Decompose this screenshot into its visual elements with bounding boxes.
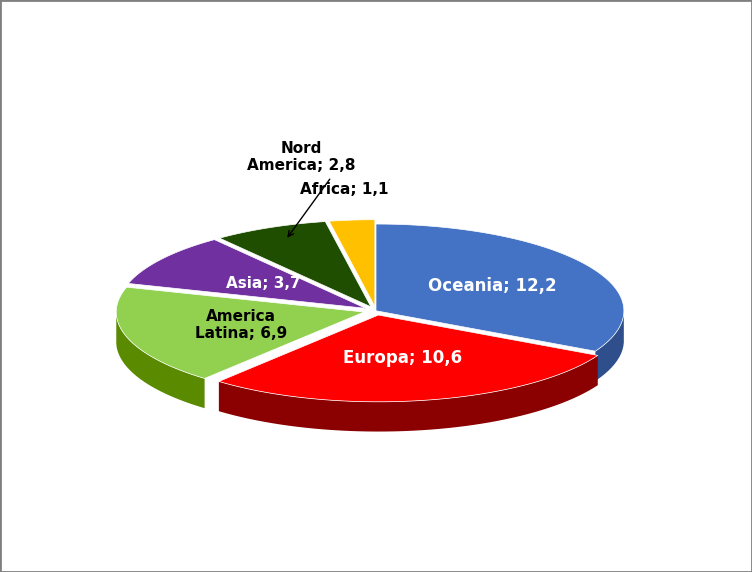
Text: Africa; 1,1: Africa; 1,1 <box>299 182 388 197</box>
Text: Nord
America; 2,8: Nord America; 2,8 <box>247 141 356 173</box>
Polygon shape <box>129 240 365 308</box>
Polygon shape <box>220 221 371 307</box>
Polygon shape <box>596 313 624 381</box>
Text: Oceania; 12,2: Oceania; 12,2 <box>429 277 557 295</box>
Text: Europa; 10,6: Europa; 10,6 <box>343 348 462 367</box>
Polygon shape <box>219 315 598 402</box>
Polygon shape <box>219 355 598 431</box>
Polygon shape <box>329 220 374 307</box>
Polygon shape <box>376 224 624 351</box>
Polygon shape <box>117 287 364 379</box>
Text: Asia; 3,7: Asia; 3,7 <box>226 276 301 291</box>
Polygon shape <box>117 313 205 408</box>
Text: America
Latina; 6,9: America Latina; 6,9 <box>195 309 287 341</box>
